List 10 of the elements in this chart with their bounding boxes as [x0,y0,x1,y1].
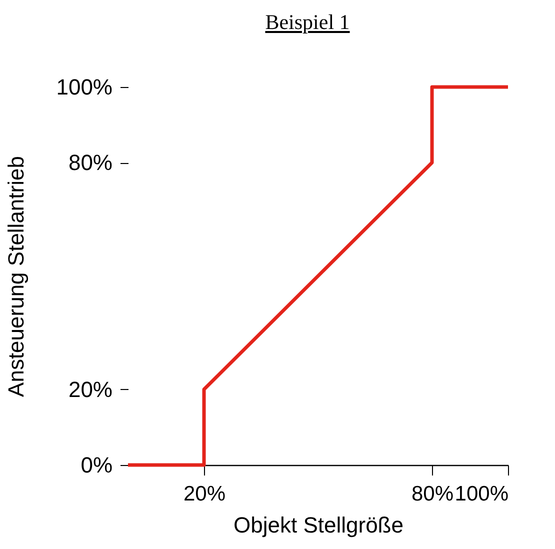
y-tick-label: 80% [68,150,112,176]
x-tick-label: 80% [411,482,454,506]
chart-title: Beispiel 1 [264,10,351,35]
y-tick-label: 100% [56,74,112,100]
y-tick-label: 0% [80,452,112,478]
x-axis-title: Objekt Stellgröße [234,512,404,538]
x-tick-label: 100% [454,482,508,506]
y-tick-label: 20% [68,376,112,402]
x-tick-label: 20% [183,482,226,506]
y-axis-title: Ansteuerung Stellantrieb [4,156,28,397]
